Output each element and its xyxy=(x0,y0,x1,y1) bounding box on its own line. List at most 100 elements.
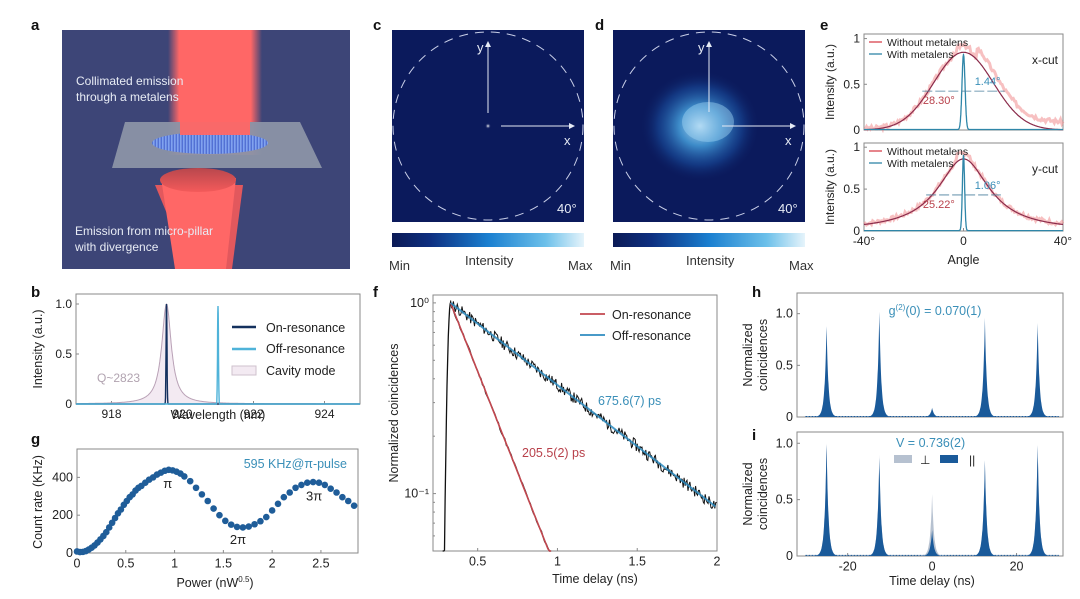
legend-off-resonance: Off-resonance xyxy=(612,329,691,343)
collimated-spot xyxy=(485,123,491,129)
cut-label: x-cut xyxy=(1032,53,1059,67)
histogram-peak xyxy=(1020,323,1055,417)
pi-pulse-annotation: 595 KHz@π-pulse xyxy=(244,457,347,471)
panel-a: Collimated emission through a metalens E… xyxy=(62,30,350,269)
chart-f-lifetime: 0.5 1 1.5 2 10⁻¹ 10⁰ 675.6(7) ps 205.5(2) ps On-… xyxy=(387,294,721,586)
colorbar-title-c: Intensity xyxy=(465,253,514,268)
chart-b-spectrum: 918 920 922 924 0 0.5 1.0 Q~2823 On-resonance Off… xyxy=(31,293,361,422)
x-arrowhead-d xyxy=(790,123,796,129)
panel-label-b: b xyxy=(31,284,40,301)
g2-annotation: g(2)(0) = 0.070(1) xyxy=(889,303,982,318)
off-lifetime-label: 675.6(7) ps xyxy=(598,394,661,408)
x-tick-label: 2 xyxy=(269,557,276,571)
x-tick-label: 0.5 xyxy=(117,557,134,571)
x-tick-label: 0 xyxy=(929,560,936,574)
x-arrowhead-c xyxy=(569,123,575,129)
without-metalens-data xyxy=(863,40,1065,134)
legend-off-resonance: Off-resonance xyxy=(266,342,345,356)
y-axis-label-line2: coincidences xyxy=(756,458,770,530)
panel-label-i: i xyxy=(752,427,756,444)
y-arrowhead-d xyxy=(706,41,712,47)
metalens-nanopillars xyxy=(152,132,268,154)
x-tick-label: 0 xyxy=(74,557,81,571)
with-fwhm-label: 1.44° xyxy=(975,76,1001,88)
x-tick-label: 1.5 xyxy=(215,557,232,571)
colorbar-max-d: Max xyxy=(789,258,814,273)
perp-histogram-peak xyxy=(915,494,949,556)
peak-label: 2π xyxy=(230,532,246,547)
panel-a-top-text-2: through a metalens xyxy=(76,90,179,104)
data-point xyxy=(239,524,247,531)
x-tick-label: 1 xyxy=(171,557,178,571)
legend-without-metalens: Without metalens xyxy=(887,146,968,158)
y-axis-label: Intensity (a.u.) xyxy=(823,44,837,120)
axes-frame xyxy=(76,448,359,554)
colorbar-d xyxy=(613,233,805,247)
panel-a-bottom-text-2: with divergence xyxy=(74,240,159,254)
beam-through-lens xyxy=(180,122,250,135)
y-tick-label: 0.5 xyxy=(776,493,793,507)
legend-on-resonance: On-resonance xyxy=(612,308,691,322)
x-tick-label: -40° xyxy=(853,234,875,248)
x-tick-label: 922 xyxy=(243,407,263,421)
legend-parallel: || xyxy=(969,453,975,467)
data-point xyxy=(210,505,217,512)
data-point xyxy=(262,513,270,521)
data-point xyxy=(251,520,258,528)
40deg-circle-c xyxy=(392,31,584,221)
x-axis-label: Angle xyxy=(948,253,980,267)
parallel-histogram-peak xyxy=(915,530,949,556)
with-metalens-line xyxy=(864,53,1063,131)
panel-label-g: g xyxy=(31,431,40,448)
x-tick-label: 920 xyxy=(172,407,192,421)
q-factor-annotation: Q~2823 xyxy=(97,371,140,385)
panel-label-h: h xyxy=(752,284,761,301)
x-axis-label: Power (nW0.5) xyxy=(176,575,253,590)
data-point xyxy=(268,507,276,514)
y-tick-label: 0 xyxy=(786,549,793,563)
chart-e-xcut: 0 0.5 1 28.30° 1.44° x-cut Without metalensWit… xyxy=(823,32,1065,137)
data-point xyxy=(117,506,125,513)
panel-label-a: a xyxy=(31,17,40,34)
data-point xyxy=(105,524,113,531)
colorbar-c xyxy=(392,233,584,247)
parallel-histogram-peak xyxy=(862,457,897,556)
data-point xyxy=(303,479,311,486)
x-tick-label: 2 xyxy=(714,555,721,569)
data-point xyxy=(204,497,212,505)
divergent-emission-blob xyxy=(640,70,760,182)
data-point xyxy=(350,502,358,510)
y-tick-label: 200 xyxy=(52,508,73,522)
x-axis-label: Time delay (ns) xyxy=(889,574,975,588)
x-tick-label: 20 xyxy=(1010,560,1024,574)
peak-label: 3π xyxy=(306,488,322,503)
data-point xyxy=(102,528,110,536)
colorbar-title-d: Intensity xyxy=(686,253,735,268)
parallel-histogram-peak xyxy=(809,444,844,556)
data-point xyxy=(192,484,200,492)
cut-label: y-cut xyxy=(1032,162,1059,176)
data-point xyxy=(333,489,340,496)
data-point xyxy=(198,491,206,498)
legend-swatch-perp xyxy=(894,455,912,463)
panel-label-f: f xyxy=(373,284,379,301)
legend-swatch-cavity xyxy=(231,365,257,376)
histogram-peak xyxy=(809,326,844,417)
legend-with-metalens: With metalens xyxy=(887,49,954,61)
chart-g-rabi: 0 0.5 1 1.5 2 2.5 0 200 400 595 KHz@π-pulse π 2π 3π P… xyxy=(31,448,359,590)
without-fwhm-label: 28.30° xyxy=(923,95,955,107)
without-fwhm-label: 25.22° xyxy=(923,199,955,211)
y-tick-label: 0.5 xyxy=(776,358,793,372)
panel-a-bottom-text-1: Emission from micro-pillar xyxy=(75,224,213,238)
legend-swatch-parallel xyxy=(940,455,958,463)
data-point xyxy=(298,481,305,489)
y-tick-label: 1.0 xyxy=(776,307,793,321)
chart-h-g2: 0 0.5 1.0 g(2)(0) = 0.070(1) Normalized coinc… xyxy=(741,292,1064,424)
y-tick-label: 1.0 xyxy=(55,297,72,311)
data-point xyxy=(181,473,188,480)
data-point xyxy=(216,511,223,519)
data-point xyxy=(327,485,334,493)
y-tick-label: 0.5 xyxy=(843,182,860,196)
panel-label-d: d xyxy=(595,17,604,34)
